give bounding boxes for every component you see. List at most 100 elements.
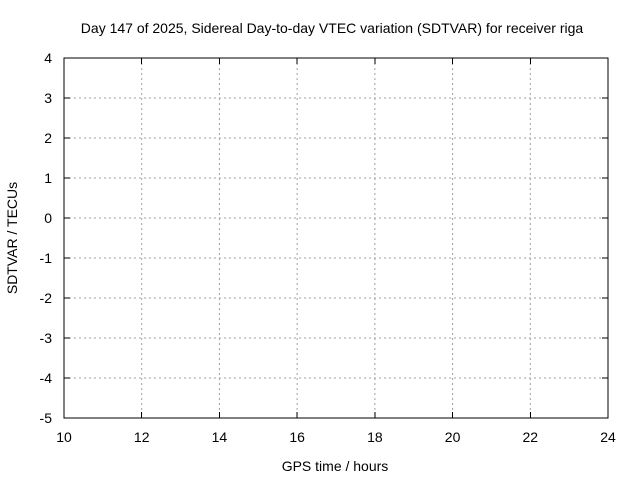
data-point-marker bbox=[286, 159, 293, 165]
data-point-marker bbox=[490, 278, 497, 284]
data-point-marker bbox=[414, 305, 421, 311]
data-point-marker bbox=[66, 155, 73, 161]
data-point-marker bbox=[481, 156, 488, 163]
data-point-marker bbox=[132, 152, 139, 158]
data-point-marker bbox=[239, 191, 246, 197]
data-point-marker bbox=[503, 178, 509, 184]
data-point-marker bbox=[72, 263, 79, 269]
data-point-marker bbox=[245, 158, 252, 164]
data-point-marker bbox=[389, 290, 396, 296]
data-point-marker bbox=[385, 287, 392, 293]
data-point-marker bbox=[113, 145, 120, 151]
data-point-marker bbox=[265, 165, 271, 172]
data-point-marker bbox=[397, 143, 404, 149]
data-point-marker bbox=[352, 291, 359, 297]
data-point-marker bbox=[498, 276, 505, 282]
data-point-marker bbox=[408, 169, 415, 175]
data-point-marker bbox=[81, 234, 88, 241]
data-point-marker bbox=[263, 167, 270, 173]
data-point-marker bbox=[73, 260, 80, 267]
data-point-marker bbox=[103, 169, 110, 175]
data-point-marker bbox=[120, 134, 127, 141]
data-point-marker bbox=[215, 185, 221, 192]
data-point-marker bbox=[96, 120, 103, 127]
data-point-marker bbox=[517, 205, 524, 212]
data-point-marker bbox=[334, 244, 341, 250]
data-point-marker bbox=[401, 300, 407, 306]
data-point-marker bbox=[410, 303, 417, 309]
data-point-marker bbox=[108, 161, 115, 167]
data-point-marker bbox=[68, 149, 75, 155]
data-point-marker bbox=[158, 165, 165, 171]
data-point-marker bbox=[502, 329, 508, 336]
data-point-marker bbox=[149, 150, 156, 157]
data-point-marker bbox=[113, 81, 120, 88]
data-point-marker bbox=[64, 279, 71, 285]
data-point-marker bbox=[222, 155, 229, 162]
data-point-marker bbox=[517, 284, 524, 290]
data-point-marker bbox=[511, 315, 518, 321]
data-point-marker bbox=[492, 275, 499, 281]
data-point-marker bbox=[130, 127, 137, 133]
data-point-marker bbox=[127, 189, 134, 195]
data-point-marker bbox=[482, 273, 489, 280]
data-point-marker bbox=[94, 235, 100, 241]
data-point-marker bbox=[558, 311, 565, 317]
data-point-marker bbox=[114, 153, 121, 159]
data-point-marker bbox=[91, 146, 98, 153]
y-axis-label: SDTVAR / TECUs bbox=[4, 182, 20, 294]
data-point-marker bbox=[157, 163, 164, 169]
data-point-marker bbox=[95, 226, 102, 233]
data-point-marker bbox=[96, 124, 103, 131]
data-point-marker bbox=[470, 275, 477, 281]
data-point-marker bbox=[88, 260, 95, 267]
data-point-marker bbox=[507, 279, 514, 285]
data-point-marker bbox=[461, 271, 468, 277]
data-point-marker bbox=[559, 265, 566, 272]
data-point-marker bbox=[133, 123, 140, 129]
data-point-marker bbox=[467, 303, 474, 309]
data-point-marker bbox=[500, 267, 507, 273]
data-point-marker bbox=[337, 279, 344, 285]
data-point-marker bbox=[76, 247, 83, 253]
data-point-marker bbox=[402, 271, 409, 277]
data-point-marker bbox=[64, 163, 71, 169]
data-point-marker bbox=[142, 163, 148, 170]
data-point-marker bbox=[239, 184, 246, 190]
data-point-marker bbox=[175, 142, 182, 148]
data-point-marker bbox=[444, 259, 451, 265]
data-point-marker bbox=[147, 117, 154, 123]
data-point-marker bbox=[404, 302, 411, 308]
data-point-marker bbox=[144, 111, 151, 117]
data-point-marker bbox=[300, 187, 307, 193]
data-point-marker bbox=[251, 159, 258, 165]
data-point-marker bbox=[64, 379, 71, 385]
data-point-marker bbox=[135, 176, 142, 183]
data-point-marker bbox=[445, 273, 452, 279]
data-point-marker bbox=[398, 147, 405, 153]
data-point-marker bbox=[97, 215, 104, 222]
data-point-marker bbox=[235, 206, 242, 212]
data-point-marker bbox=[101, 196, 108, 203]
data-point-marker bbox=[97, 103, 104, 109]
data-point-marker bbox=[287, 161, 294, 167]
data-point-marker bbox=[108, 157, 115, 163]
data-point-marker bbox=[78, 304, 85, 311]
data-point-marker bbox=[66, 157, 73, 163]
data-point-marker bbox=[555, 309, 562, 315]
data-point-marker bbox=[261, 165, 268, 172]
data-point-marker bbox=[114, 141, 121, 147]
data-point-marker bbox=[148, 195, 155, 201]
data-point-marker bbox=[424, 184, 431, 190]
series-track-5 bbox=[64, 111, 330, 285]
data-point-marker bbox=[96, 122, 103, 129]
data-point-marker bbox=[458, 274, 465, 281]
data-point-marker bbox=[112, 147, 119, 153]
data-point-marker bbox=[130, 172, 137, 179]
data-point-marker bbox=[466, 305, 473, 311]
data-point-marker bbox=[135, 181, 142, 187]
data-point-marker bbox=[465, 273, 472, 279]
data-point-marker bbox=[412, 304, 419, 310]
data-point-marker bbox=[544, 290, 551, 296]
data-point-marker bbox=[107, 159, 114, 165]
